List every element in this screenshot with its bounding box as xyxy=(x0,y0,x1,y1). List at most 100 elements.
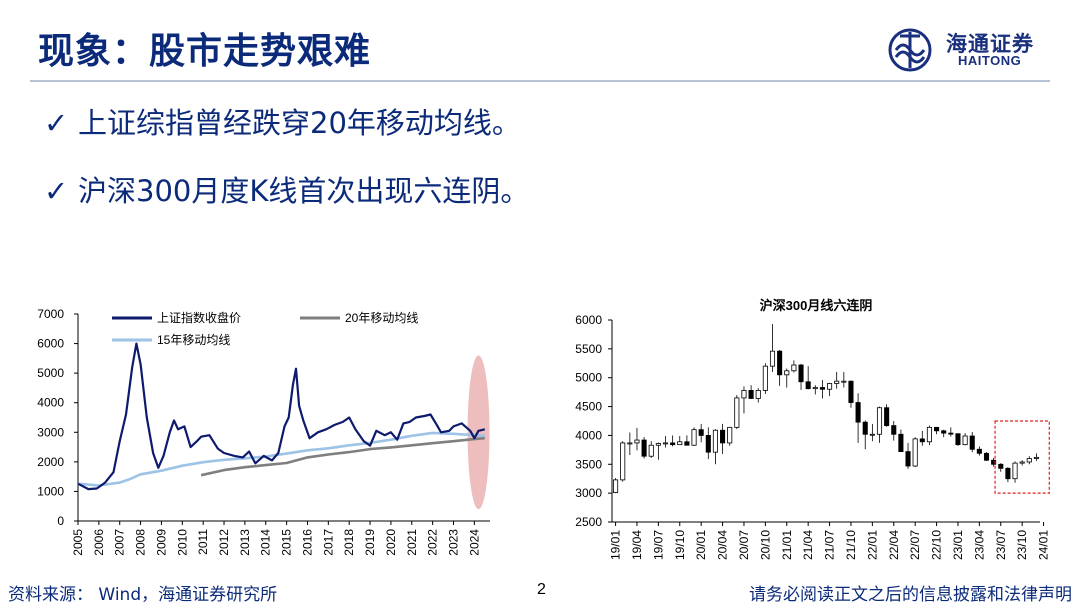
x-tick-label: 23/01 xyxy=(951,530,965,560)
candle-down xyxy=(670,442,676,446)
footer-disclaimer: 请务必阅读正文之后的信息披露和法律声明 xyxy=(749,585,1072,605)
candle-down xyxy=(898,433,904,452)
y-tick-label: 6000 xyxy=(37,337,64,351)
candle-up xyxy=(655,443,661,446)
x-tick-label: 2008 xyxy=(134,529,148,556)
x-tick-label: 23/10 xyxy=(1015,530,1029,560)
candle-down xyxy=(855,402,861,423)
series-line-1 xyxy=(200,436,485,477)
candle-up xyxy=(727,426,733,444)
candle-up xyxy=(634,439,640,444)
x-tick-label: 23/07 xyxy=(994,530,1008,560)
shanghai-index-chart: 0 1000 2000 3000 4000 5000 6000 7000 2005 2006 200… xyxy=(37,307,490,556)
candle-up xyxy=(876,407,883,435)
candle-down xyxy=(848,380,854,403)
page-number: 2 xyxy=(537,581,546,598)
series-line-0 xyxy=(77,342,486,491)
x-tick-label: 20/01 xyxy=(694,530,708,560)
candle-up xyxy=(784,370,790,376)
x-tick-label: 22/10 xyxy=(930,530,944,560)
candle-down xyxy=(777,350,783,376)
candle-down xyxy=(1005,467,1011,480)
candle-up xyxy=(762,365,768,391)
x-tick-label: 2023 xyxy=(446,529,460,556)
x-tick-label: 19/04 xyxy=(630,530,644,560)
x-tick-label: 23/04 xyxy=(972,530,986,560)
x-tick-label: 24/04 xyxy=(1058,530,1060,560)
bullet-1: ✓ 上证综指曾经跌穿20年移动均线。 xyxy=(44,100,521,142)
candle-up xyxy=(1012,462,1018,480)
x-tick-label: 22/01 xyxy=(865,530,879,560)
candle-up xyxy=(834,380,840,384)
x-tick-label: 2022 xyxy=(426,529,440,556)
x-tick-label: 19/07 xyxy=(651,530,665,560)
x-tick-label: 2011 xyxy=(196,529,210,555)
x-tick-label: 2019 xyxy=(363,529,377,556)
x-tick-label: 2009 xyxy=(154,529,168,556)
y-tick-label: 1000 xyxy=(37,484,64,498)
candle-up xyxy=(613,479,619,493)
x-tick-label: 2020 xyxy=(384,529,398,556)
candle-down xyxy=(884,407,890,427)
candle-up xyxy=(926,426,932,443)
y-tick-label: 5500 xyxy=(575,342,602,356)
x-tick-label: 2024 xyxy=(467,529,481,556)
footer-source: 资料来源： Wind，海通证券研究所 xyxy=(8,585,278,605)
x-tick-label: 2014 xyxy=(259,529,273,556)
logo-text-cn: 海通证券 xyxy=(946,31,1034,56)
x-tick-label: 2006 xyxy=(92,529,106,556)
candle-up xyxy=(620,442,626,481)
x-tick-label: 21/10 xyxy=(844,530,858,560)
bullet-2: ✓ 沪深300月度K线首次出现六连阴。 xyxy=(44,168,529,210)
candle-down xyxy=(983,452,990,461)
candle-up xyxy=(962,435,968,446)
candle-up xyxy=(627,442,633,445)
candle-up xyxy=(1019,461,1025,464)
slide-title: 现象：股市走势艰难 xyxy=(38,31,372,72)
y-tick-label: 5000 xyxy=(37,366,64,380)
y-tick-label: 4000 xyxy=(575,428,602,442)
candle-down xyxy=(919,438,925,443)
candle-down xyxy=(641,439,647,457)
candle-up xyxy=(677,441,683,446)
candle-up xyxy=(734,397,740,428)
y-tick-label: 2500 xyxy=(575,515,602,529)
title-divider xyxy=(30,80,1050,82)
candle-up xyxy=(791,364,797,372)
candle-down xyxy=(991,459,997,465)
x-tick-label: 2005 xyxy=(71,529,85,556)
y-tick-label: 6000 xyxy=(575,313,602,327)
candle-up xyxy=(662,442,669,445)
y-tick-label: 5000 xyxy=(575,371,602,385)
bullet-2-text: 沪深300月度K线首次出现六连阴。 xyxy=(78,174,530,208)
chart-title: 沪深300月线六连阴 xyxy=(760,298,873,313)
candle-down xyxy=(684,441,690,446)
x-tick-label: 19/10 xyxy=(673,530,687,560)
candle-up xyxy=(912,438,918,467)
x-tick-label: 2017 xyxy=(321,529,335,556)
y-tick-label: 3000 xyxy=(575,486,602,500)
candle-down xyxy=(976,448,982,454)
x-tick-label: 2016 xyxy=(300,529,314,556)
candle-down xyxy=(941,430,947,434)
y-tick-label: 3500 xyxy=(575,457,602,471)
x-tick-label: 22/07 xyxy=(908,530,922,560)
candle-down xyxy=(798,364,804,383)
legend-label: 上证指数收盘价 xyxy=(157,310,241,325)
x-tick-label: 2021 xyxy=(405,529,419,556)
x-tick-label: 22/04 xyxy=(887,530,901,560)
candle-up xyxy=(769,350,776,367)
checkmark-icon: ✓ xyxy=(44,106,69,140)
y-tick-label: 0 xyxy=(57,514,64,528)
candle-up xyxy=(712,429,718,453)
candle-down xyxy=(948,432,954,435)
candle-down xyxy=(969,435,975,450)
candle-up xyxy=(741,390,747,399)
candle-up xyxy=(841,380,847,383)
candle-down xyxy=(720,429,726,444)
candle-down xyxy=(905,451,911,467)
candle-down xyxy=(998,463,1004,469)
x-tick-label: 2013 xyxy=(238,529,252,556)
x-tick-label: 2018 xyxy=(342,529,356,556)
x-tick-label: 2007 xyxy=(113,529,127,556)
